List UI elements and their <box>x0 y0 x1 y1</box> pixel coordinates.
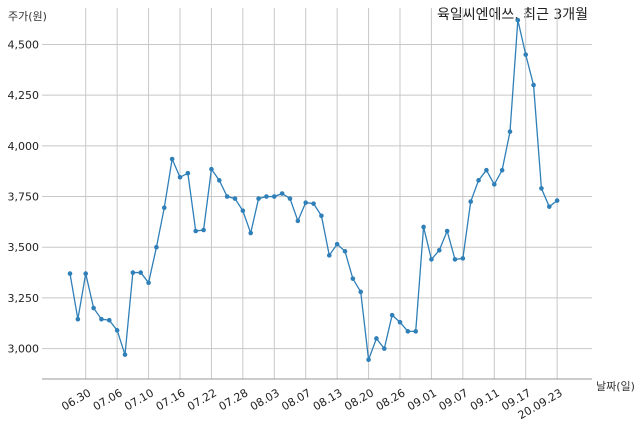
series <box>67 17 560 363</box>
grid <box>42 8 592 379</box>
data-point <box>99 316 104 322</box>
y-tick-label: 3,500 <box>8 241 40 254</box>
data-point <box>232 196 238 201</box>
data-point <box>342 248 348 254</box>
data-point <box>429 257 434 262</box>
data-point <box>67 271 73 276</box>
data-point <box>515 17 521 23</box>
data-point <box>279 191 285 196</box>
data-point <box>169 156 175 162</box>
x-tick-label: 08.20 <box>342 386 376 413</box>
x-axis-label: 날짜(일) <box>596 379 635 393</box>
x-tick-label: 07.16 <box>154 386 188 413</box>
x-tick-label: 09.11 <box>468 386 502 413</box>
data-point <box>154 244 159 250</box>
data-point <box>374 336 379 341</box>
data-point <box>83 271 89 276</box>
x-tick-label: 08.13 <box>311 386 345 413</box>
data-point <box>326 253 332 258</box>
data-point <box>122 352 128 357</box>
data-point <box>452 257 458 262</box>
data-point <box>106 317 112 323</box>
x-tick-labels: 06.3007.0607.1007.1607.2207.2808.0308.07… <box>59 386 564 422</box>
data-point <box>476 178 481 183</box>
x-tick-label: 07.06 <box>91 386 125 413</box>
x-tick-label: 08.03 <box>248 386 282 413</box>
x-tick-label: 06.30 <box>59 386 93 413</box>
data-point <box>444 228 450 234</box>
data-point <box>366 357 371 363</box>
data-point <box>539 186 544 191</box>
x-tick-label: 08.07 <box>279 386 313 413</box>
data-point <box>264 194 269 199</box>
data-point <box>130 270 136 275</box>
data-point <box>389 312 395 318</box>
y-tick-label: 4,500 <box>8 38 40 51</box>
data-point <box>240 208 246 214</box>
x-tick-label: 09.07 <box>437 386 471 413</box>
data-point <box>413 329 419 334</box>
data-point <box>177 174 183 180</box>
data-point <box>491 182 497 187</box>
data-point <box>484 167 489 173</box>
y-tick-label: 3,000 <box>8 343 40 356</box>
data-point <box>397 319 403 325</box>
data-point <box>531 82 536 88</box>
y-tick-label: 3,250 <box>8 292 40 305</box>
chart-title: 육일씨엔에쓰, 최근 3개월 <box>437 7 588 23</box>
data-point <box>256 196 261 201</box>
data-point <box>138 270 144 275</box>
data-point <box>460 256 466 261</box>
data-point <box>523 52 529 57</box>
data-point <box>287 196 293 201</box>
data-point <box>405 329 411 334</box>
y-tick-label: 4,250 <box>8 89 40 102</box>
data-point <box>224 194 230 199</box>
data-point <box>271 194 277 199</box>
y-axis-label: 주가(원) <box>8 10 47 23</box>
data-point <box>358 289 364 295</box>
data-point <box>91 305 96 311</box>
data-point <box>248 230 254 236</box>
data-point <box>554 198 560 203</box>
x-tick-label: 07.10 <box>122 386 156 413</box>
y-tick-labels: 3,000 3,250 3,500 3,750 4,000 4,250 4,500 <box>8 38 40 355</box>
data-point <box>436 247 442 253</box>
x-tick-label: 08.26 <box>374 386 408 413</box>
data-point <box>161 205 167 210</box>
data-point <box>319 213 324 219</box>
data-point <box>146 280 151 286</box>
data-point <box>499 167 505 173</box>
data-point <box>303 200 309 205</box>
data-point <box>201 227 206 233</box>
x-tick-label: 07.28 <box>217 386 251 413</box>
data-point <box>185 170 191 176</box>
y-tick-label: 3,750 <box>8 191 40 204</box>
data-point <box>114 328 120 333</box>
data-point <box>193 228 199 234</box>
x-tick-label: 07.22 <box>185 386 219 413</box>
data-point <box>546 204 552 209</box>
data-point <box>381 346 387 351</box>
data-point <box>468 199 474 204</box>
data-point <box>75 316 81 322</box>
data-point <box>295 218 301 224</box>
x-tick-label: 09.01 <box>405 386 439 413</box>
data-point <box>421 224 426 230</box>
data-point <box>209 166 214 172</box>
data-point <box>216 178 222 183</box>
data-point <box>350 276 356 281</box>
data-point <box>311 201 316 206</box>
series-line <box>69 20 558 360</box>
data-point <box>334 241 340 247</box>
data-point <box>507 129 513 134</box>
y-tick-label: 4,000 <box>8 140 40 153</box>
